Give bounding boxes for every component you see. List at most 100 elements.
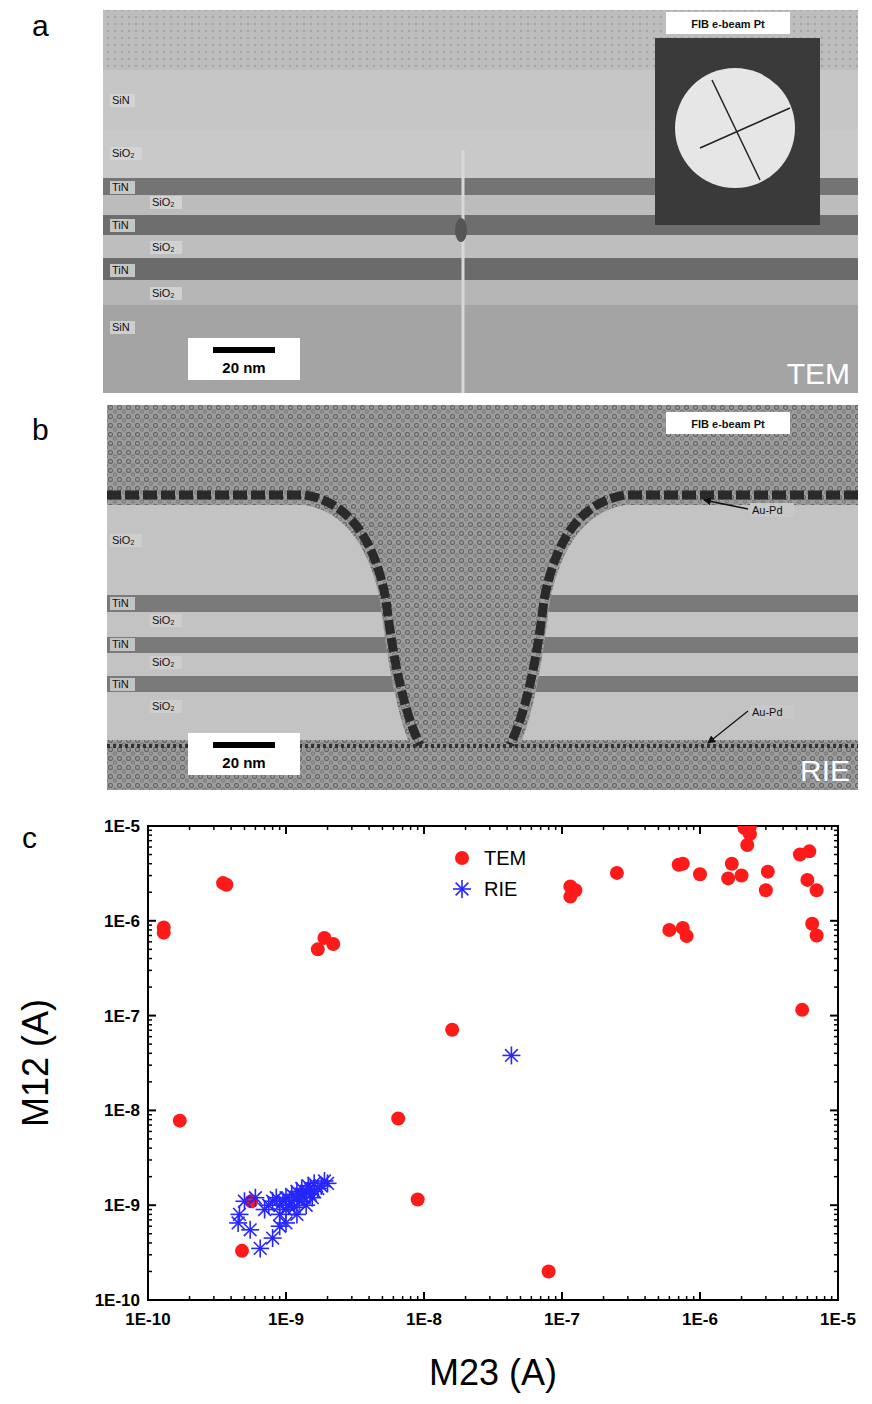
au-pd-film: [510, 495, 858, 745]
star-stroke: [254, 1242, 267, 1255]
panel-c: 1E-101E-91E-81E-71E-61E-51E-101E-91E-81E…: [15, 817, 856, 1393]
point: [810, 883, 824, 897]
panel-letter: b: [32, 413, 49, 446]
layer: [107, 676, 858, 692]
x-tick: [285, 826, 287, 834]
y-tick: [148, 1109, 156, 1111]
y-tick: [148, 1204, 156, 1206]
layer-label: TiN: [112, 219, 129, 231]
point: [693, 867, 707, 881]
au-pd-film: [107, 495, 420, 745]
y-tick-label: 1E-9: [104, 1196, 140, 1215]
header: FIB e-beam Pt: [691, 418, 765, 430]
layer-label: SiN: [112, 321, 130, 333]
y-tick: [830, 1015, 838, 1017]
x-tick: [285, 1292, 287, 1300]
layer-label: SiO₂: [112, 147, 135, 159]
arrow: [704, 500, 748, 509]
label-patch: [110, 678, 135, 691]
micrograph: [103, 10, 858, 393]
x-tick-label: 1E-6: [682, 1310, 718, 1329]
panel-letter: a: [32, 9, 49, 42]
au-pd-film: [107, 744, 858, 748]
point: [502, 1046, 520, 1064]
scale-bar: [213, 742, 275, 748]
point: [802, 844, 816, 858]
legend-marker: [455, 851, 469, 865]
star-stroke: [238, 1195, 251, 1208]
point: [721, 871, 735, 885]
y-tick-label: 1E-7: [104, 1007, 140, 1026]
defect: [455, 218, 467, 242]
layer: [103, 235, 858, 258]
label-patch: [150, 700, 182, 713]
layer-label: TiN: [112, 678, 129, 690]
x-tick: [423, 1292, 425, 1300]
layer-label: SiO₂: [112, 534, 135, 546]
x-tick: [561, 826, 563, 834]
label-patch: [150, 287, 182, 300]
point: [230, 1205, 248, 1223]
y-tick-label: 1E-10: [95, 1291, 140, 1310]
figure: SiNSiO₂TiNSiO₂TiNSiO₂TiNSiO₂SiNFIB e-bea…: [0, 0, 872, 1404]
point: [676, 857, 690, 871]
legend-label: RIE: [484, 878, 517, 900]
method-label: TEM: [787, 357, 850, 390]
point: [219, 878, 233, 892]
scale-bar: [213, 347, 275, 353]
inset-line: [700, 108, 790, 148]
y-tick: [830, 1109, 838, 1111]
points: [157, 826, 824, 1278]
point: [810, 928, 824, 942]
layer-label: SiO₂: [152, 656, 175, 668]
point: [241, 1221, 259, 1239]
x-tick-label: 1E-5: [820, 1310, 856, 1329]
point: [725, 857, 739, 871]
panel-b: SiO₂TiNSiO₂TiNSiO₂TiNSiO₂Au-PdAu-PdFIB e…: [32, 405, 858, 790]
x-tick: [699, 826, 701, 834]
layer: [103, 305, 858, 393]
label-patch: [110, 219, 135, 232]
layer-label: SiO₂: [152, 241, 175, 253]
panel-letter: c: [22, 821, 37, 854]
point: [761, 865, 775, 879]
layer-label: TiN: [112, 181, 129, 193]
label-patch: [150, 241, 182, 254]
star-stroke: [291, 1208, 304, 1221]
point: [680, 929, 694, 943]
x-axis-title: M23 (A): [429, 1352, 557, 1393]
texture: [107, 405, 858, 790]
point: [173, 1114, 187, 1128]
layer-label: TiN: [112, 597, 129, 609]
layer: [107, 637, 858, 653]
star-stroke: [505, 1049, 518, 1062]
y-tick: [148, 1015, 156, 1017]
layer-label: SiO₂: [152, 614, 175, 626]
x-tick-label: 1E-8: [406, 1310, 442, 1329]
point: [319, 1174, 337, 1192]
point: [743, 827, 757, 841]
layer-label: SiO₂: [152, 700, 175, 712]
bands: [107, 595, 858, 692]
point: [235, 1244, 249, 1258]
layer-label: SiO₂: [152, 287, 175, 299]
point: [157, 926, 171, 940]
x-tick: [699, 1292, 701, 1300]
y-tick-label: 1E-8: [104, 1101, 140, 1120]
method-label: RIE: [800, 754, 850, 787]
y-tick: [830, 920, 838, 922]
x-tick-label: 1E-7: [544, 1310, 580, 1329]
label-patch: [110, 321, 135, 334]
point: [445, 1023, 459, 1037]
label-patch: [150, 196, 182, 209]
plot-frame: [148, 826, 838, 1300]
annotation: Au-Pd: [752, 504, 783, 516]
point: [251, 1239, 269, 1257]
point: [735, 869, 749, 883]
x-tick: [561, 1292, 563, 1300]
point: [795, 1003, 809, 1017]
label-patch: [110, 94, 135, 107]
x-tick: [423, 826, 425, 834]
label-patch: [110, 147, 142, 160]
label-patch: [750, 705, 794, 719]
